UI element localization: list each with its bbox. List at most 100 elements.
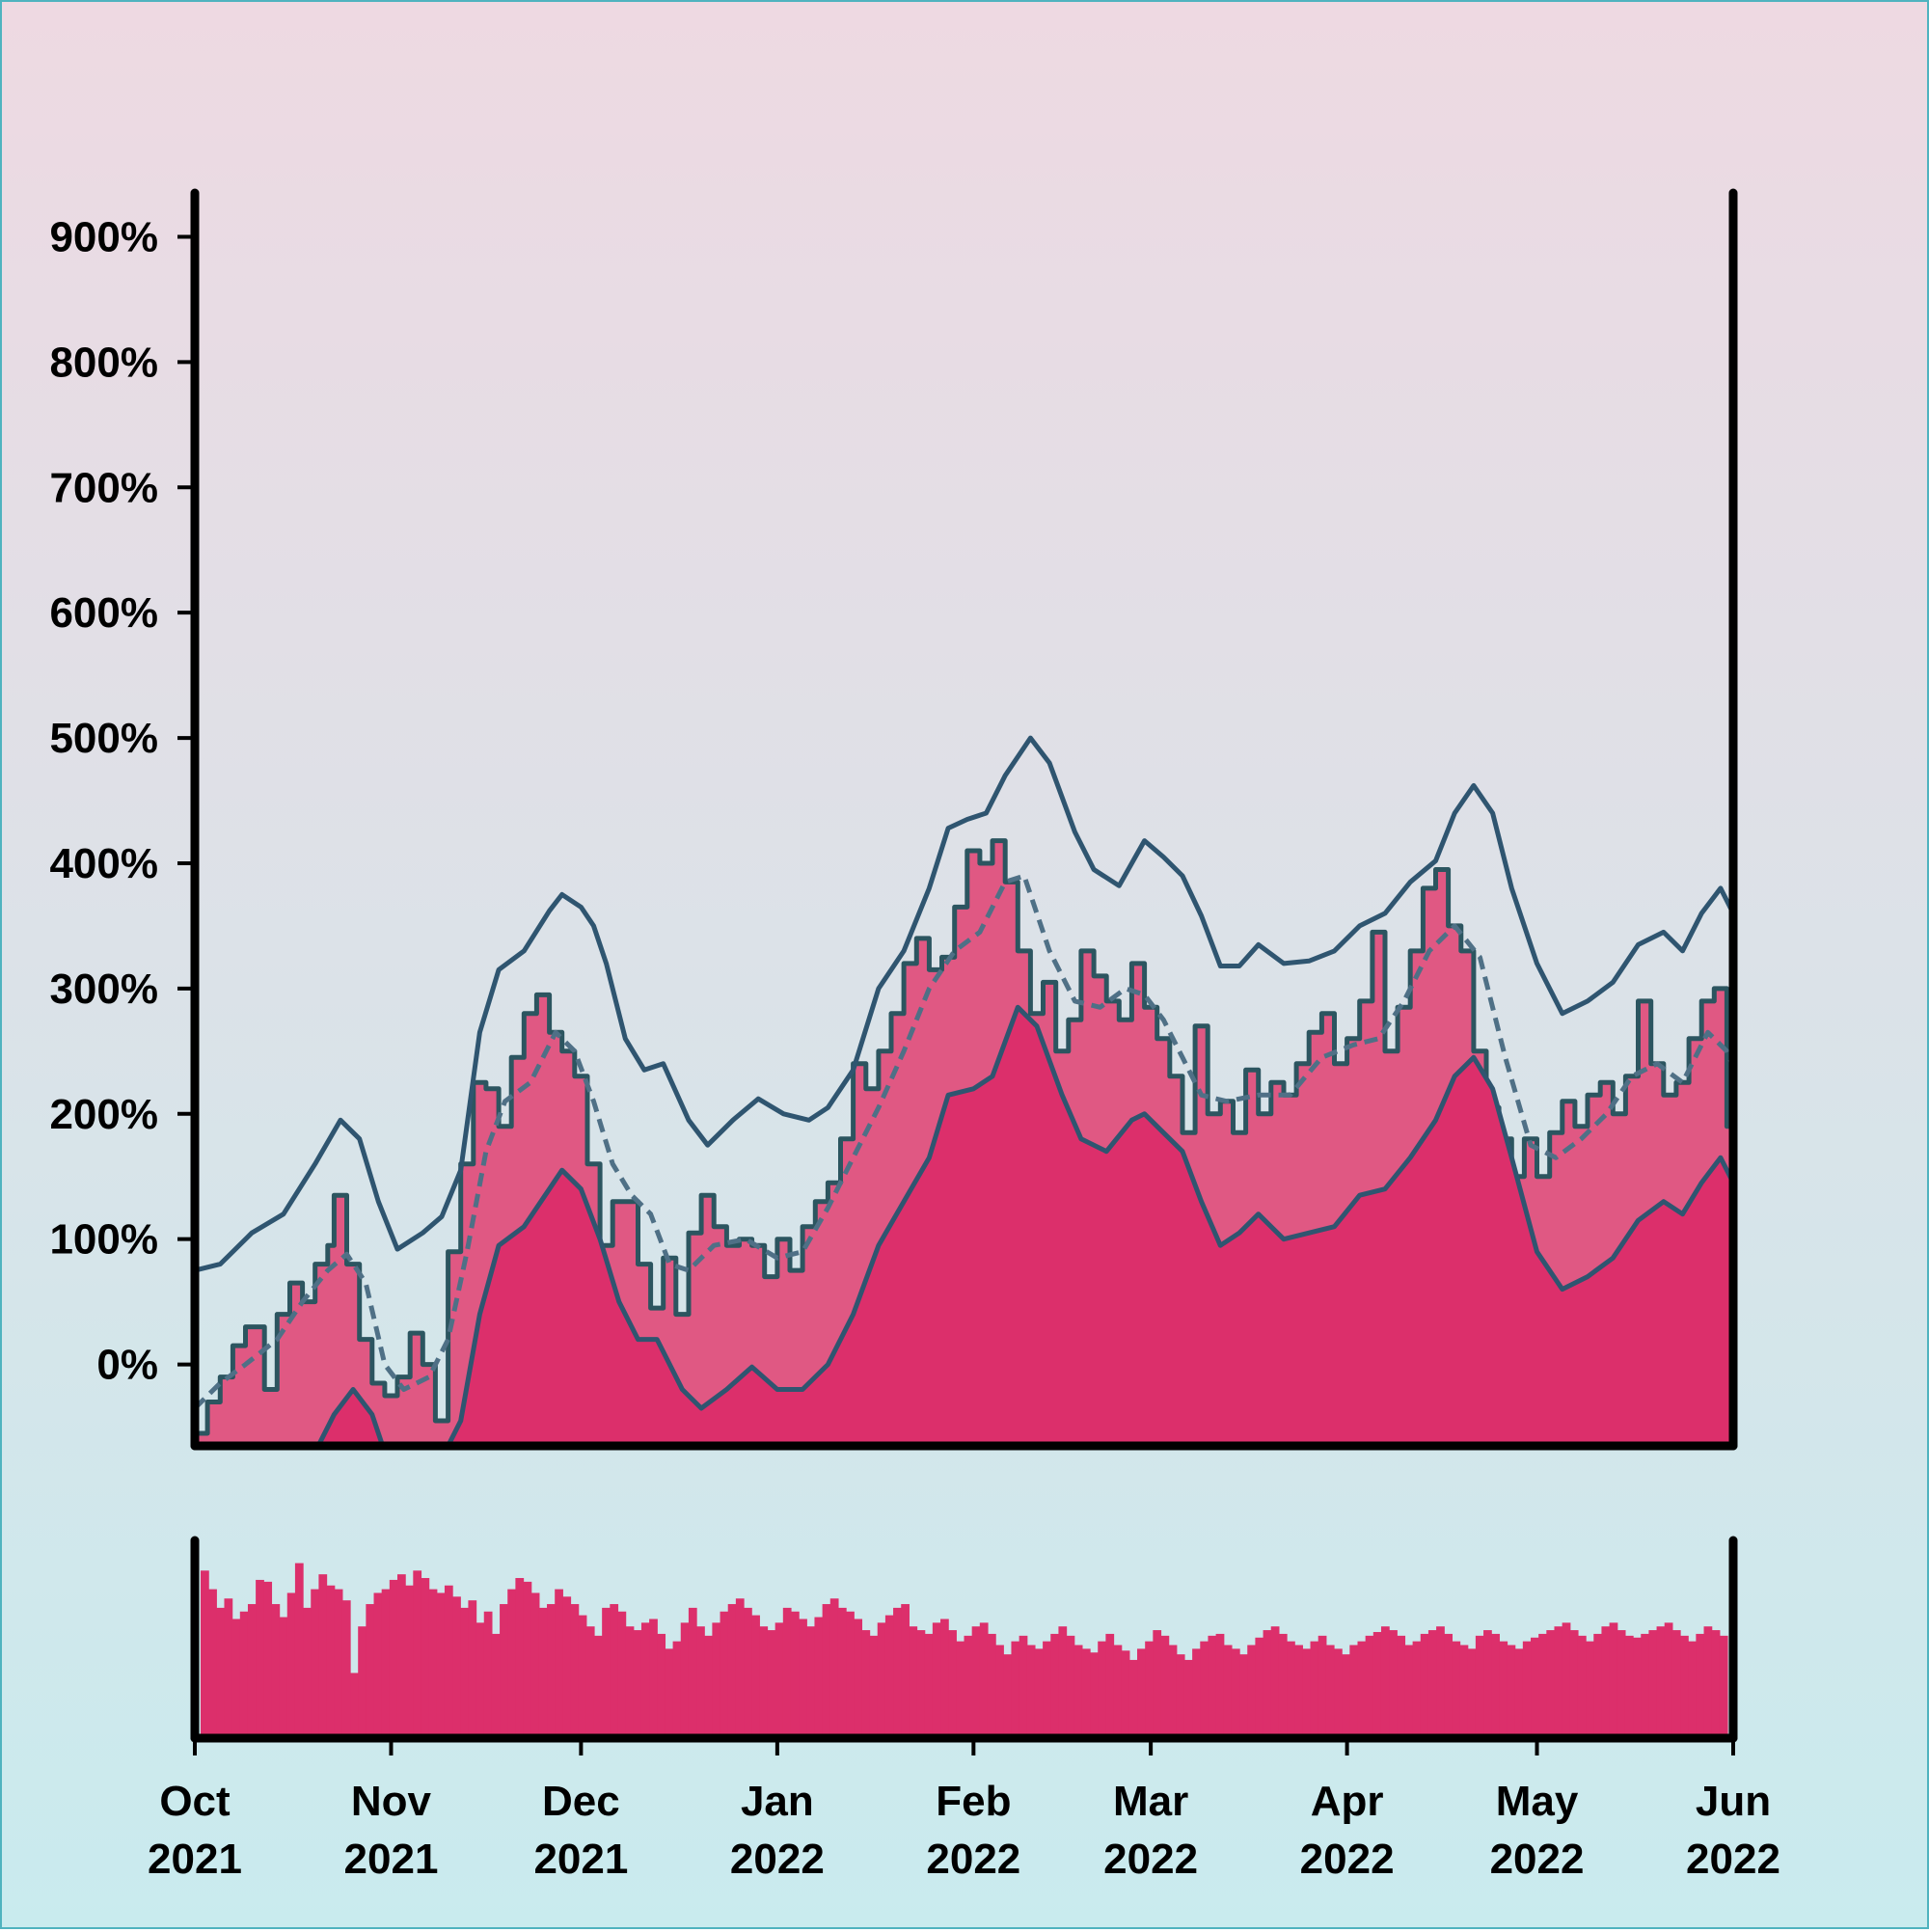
volume-bar (201, 1570, 209, 1738)
x-tick-label-month: Apr (1311, 1778, 1384, 1825)
volume-bar (428, 1589, 438, 1738)
volume-bar (373, 1592, 383, 1738)
volume-bar (1671, 1630, 1681, 1738)
volume-bar (665, 1648, 674, 1738)
volume-bar (538, 1607, 548, 1738)
volume-bar (1624, 1635, 1634, 1738)
volume-bar (979, 1622, 989, 1738)
volume-bar (806, 1626, 816, 1738)
volume-bar (460, 1607, 470, 1738)
volume-bar (720, 1611, 729, 1738)
volume-bar (350, 1673, 359, 1738)
volume-bar (617, 1611, 627, 1738)
y-tick-label: 800% (49, 339, 158, 386)
volume-bar (256, 1579, 264, 1738)
main-plot-area: 0% 100% 200% 300% 400% 500% 600% 700% 800% 900% (49, 188, 1738, 1451)
volume-bar (1334, 1648, 1343, 1738)
volume-bar (727, 1604, 737, 1738)
volume-bar (208, 1589, 217, 1738)
volume-bar (1043, 1641, 1051, 1738)
volume-bar (1066, 1635, 1075, 1738)
volume-bar (649, 1619, 658, 1738)
volume-bar (1090, 1652, 1099, 1738)
volume-bar (1128, 1659, 1138, 1738)
volume-bar (1412, 1641, 1422, 1738)
volume-bar (1475, 1635, 1484, 1738)
x-tick-label-month: Oct (159, 1778, 231, 1825)
volume-bar (294, 1563, 304, 1738)
volume-bar (413, 1570, 422, 1738)
volume-bar (1656, 1626, 1666, 1738)
volume-bar (358, 1626, 367, 1738)
volume-bar (491, 1633, 501, 1738)
volume-bar (1538, 1633, 1547, 1738)
volume-bar (829, 1598, 839, 1738)
volume-bar (515, 1578, 525, 1738)
volume-bar (1648, 1630, 1658, 1738)
volume-bar (877, 1622, 886, 1738)
volume-bar (1467, 1648, 1477, 1738)
volume-bar (507, 1589, 516, 1738)
volume-bar (1255, 1637, 1264, 1738)
volume-bar (1633, 1637, 1642, 1738)
volume-bar (774, 1622, 784, 1738)
volume-bar (1617, 1630, 1626, 1738)
volume-bar (854, 1619, 863, 1738)
volume-bar (837, 1607, 847, 1738)
volume-bar (1507, 1645, 1516, 1738)
volume-bar (1546, 1630, 1556, 1738)
volume-bar (1137, 1648, 1146, 1738)
volume-bar (1310, 1641, 1319, 1738)
x-tick-label-year: 2022 (926, 1836, 1020, 1883)
volume-bar (239, 1611, 249, 1738)
volume-bar (1098, 1641, 1106, 1738)
volume-bar (366, 1604, 375, 1738)
volume-bar (610, 1604, 619, 1738)
volume-bar (1522, 1641, 1532, 1738)
volume-bar (884, 1615, 894, 1738)
volume-bar (334, 1589, 343, 1738)
volume-bar (814, 1617, 824, 1738)
volume-bar (1696, 1633, 1705, 1738)
x-tick-label-month: Nov (351, 1778, 432, 1825)
volume-bar (1389, 1630, 1398, 1738)
volume-bar (602, 1607, 611, 1738)
x-tick-label-year: 2022 (730, 1836, 825, 1883)
volume-bar (326, 1585, 336, 1738)
x-tick-label-year: 2022 (1490, 1836, 1585, 1883)
volume-bar (688, 1607, 697, 1738)
volume-bar (767, 1630, 776, 1738)
main-series-group (195, 735, 1733, 1446)
daily-value-line (195, 838, 1733, 1436)
x-tick-label-year: 2022 (1103, 1836, 1198, 1883)
volume-bar (286, 1592, 296, 1738)
volume-bar (1577, 1635, 1587, 1738)
volume-bar (640, 1622, 650, 1738)
volume-bar (1302, 1648, 1312, 1738)
volume-bar (547, 1604, 556, 1738)
volume-bar (1183, 1659, 1193, 1738)
volume-bar (1514, 1648, 1524, 1738)
x-tick-label-month: Jun (1696, 1778, 1771, 1825)
volume-bar (861, 1630, 871, 1738)
volume-bar (311, 1589, 319, 1738)
volume-bar (901, 1604, 910, 1738)
volume-bar (1372, 1631, 1382, 1738)
x-tick-label-month: Jan (741, 1778, 814, 1825)
volume-bar (696, 1626, 705, 1738)
volume-bar (1719, 1635, 1728, 1738)
volume-bar (216, 1607, 226, 1738)
x-tick-label-year: 2021 (344, 1836, 439, 1883)
volume-bar (932, 1622, 941, 1738)
volume-bar (1318, 1635, 1327, 1738)
volume-bar (956, 1641, 965, 1738)
volume-bar (500, 1604, 508, 1738)
volume-bar (1427, 1630, 1437, 1738)
volume-bar (475, 1622, 485, 1738)
volume-bar (1711, 1630, 1721, 1738)
x-tick-label-month: Dec (542, 1778, 620, 1825)
volume-bar (924, 1633, 934, 1738)
volume-bar (940, 1619, 949, 1738)
volume-bar (318, 1574, 328, 1738)
volume-bar (578, 1615, 587, 1738)
